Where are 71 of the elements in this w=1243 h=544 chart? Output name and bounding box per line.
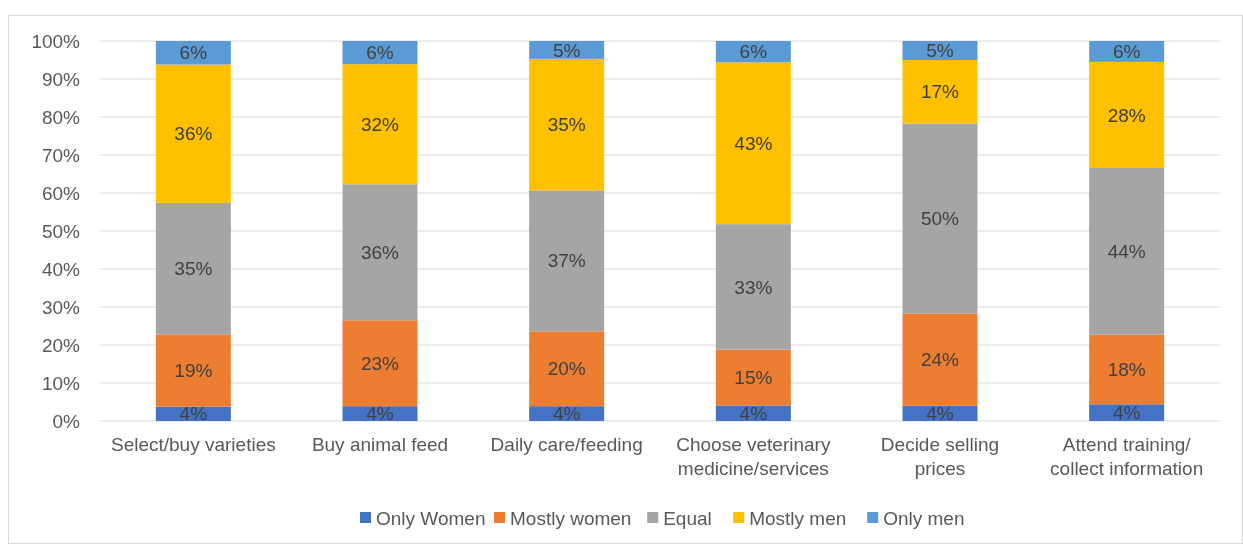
bar (529, 190, 605, 332)
y-tick-label: 80% (41, 106, 81, 128)
bar (902, 123, 978, 314)
data-label: 15% (734, 367, 773, 389)
y-tick-label: 90% (41, 68, 81, 90)
x-tick-label: Select/buy varieties (110, 434, 276, 455)
y-tick-label: 30% (41, 296, 81, 318)
data-label: 6% (366, 42, 394, 64)
data-label: 17% (920, 81, 960, 103)
bar (1089, 334, 1165, 405)
data-label: 4% (926, 403, 954, 425)
bar (155, 334, 231, 407)
data-label: 37% (547, 250, 586, 272)
data-label: 18% (1107, 359, 1146, 381)
data-label: 28% (1107, 104, 1146, 126)
y-tick-label: 50% (41, 220, 81, 242)
data-label: 23% (360, 352, 400, 374)
bar (715, 224, 791, 350)
y-tick-label: 10% (41, 372, 81, 394)
data-label: 4% (739, 402, 768, 424)
legend-label: Mostly men (749, 507, 847, 529)
data-label: 33% (734, 276, 773, 298)
data-label: 4% (366, 403, 394, 425)
bar (1089, 61, 1165, 168)
data-label: 32% (360, 113, 400, 135)
bar (902, 60, 978, 124)
x-tick-label: Choose veterinary medicine/services (676, 434, 831, 479)
bar (342, 320, 418, 407)
data-label: 36% (360, 241, 400, 263)
bar (715, 62, 791, 225)
bar (902, 313, 978, 406)
bar (715, 349, 791, 406)
bar (155, 41, 231, 65)
x-tick-label: Decide selling prices (880, 434, 1000, 479)
bar (342, 184, 418, 321)
data-label: 43% (734, 132, 773, 154)
bar (529, 58, 605, 191)
data-label: 35% (174, 258, 213, 280)
data-label: 6% (179, 42, 208, 64)
y-tick-label: 20% (41, 334, 81, 356)
legend-label: Mostly women (510, 507, 632, 529)
data-label: 35% (547, 114, 586, 136)
data-label: 36% (174, 123, 213, 145)
x-tick-label: Daily care/feeding (490, 434, 643, 455)
data-label: 6% (1112, 41, 1141, 63)
legend-label: Equal (663, 507, 712, 529)
data-label: 19% (174, 360, 213, 382)
data-label: 50% (920, 208, 960, 230)
bar (529, 331, 605, 407)
data-label: 6% (739, 41, 768, 63)
data-label: 5% (552, 39, 581, 61)
y-tick-label: 60% (41, 182, 81, 204)
bar (342, 64, 418, 185)
data-label: 20% (547, 358, 586, 380)
data-label: 4% (1112, 402, 1141, 424)
x-tick-label: Attend training/ collect information (1050, 434, 1204, 479)
y-tick-label: 40% (41, 258, 81, 280)
data-label: 5% (926, 40, 954, 62)
data-label: 4% (179, 403, 208, 425)
legend-label: Only Women (376, 507, 486, 529)
bar (155, 64, 231, 203)
data-label: 44% (1107, 240, 1146, 262)
data-label: 24% (920, 349, 960, 371)
x-tick-label: Buy animal feed (311, 434, 449, 455)
y-tick-label: 0% (52, 410, 81, 432)
data-label: 4% (552, 403, 581, 425)
legend-label: Only men (883, 507, 965, 529)
y-tick-label: 70% (41, 144, 81, 166)
bar (1089, 167, 1165, 335)
y-tick-label: 100% (31, 30, 81, 52)
bar (155, 202, 231, 335)
